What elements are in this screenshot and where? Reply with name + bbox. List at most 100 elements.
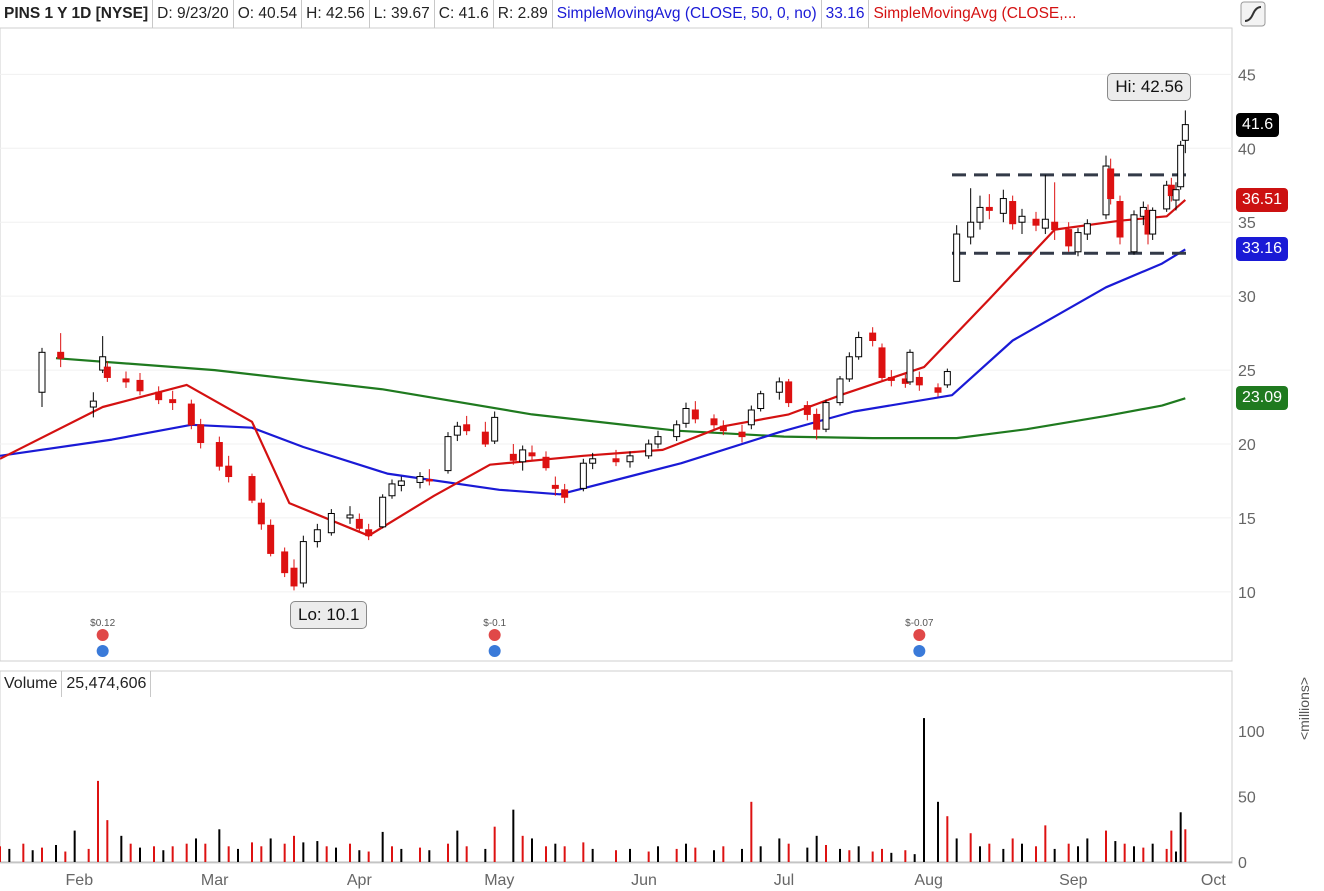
volume-bar — [349, 843, 351, 862]
candle-body — [589, 458, 597, 464]
candle — [99, 336, 107, 374]
earnings-events[interactable]: $0.12 $-0.1 $-0.07 — [90, 618, 934, 657]
candle — [89, 392, 97, 418]
candle-body — [346, 514, 354, 519]
candle-body — [1177, 144, 1185, 188]
candle-body — [775, 381, 783, 393]
candle-body — [561, 489, 569, 498]
volume-bar — [531, 838, 533, 862]
volume-bar — [741, 848, 743, 862]
candle — [425, 469, 433, 486]
volume-bar — [456, 830, 459, 862]
date-label: D: 9/23/20 — [157, 5, 229, 22]
candle — [887, 370, 895, 387]
candle — [626, 451, 634, 468]
candle — [248, 473, 256, 504]
candle-body — [299, 541, 307, 584]
candle — [225, 455, 233, 483]
candle — [281, 547, 289, 578]
candle — [355, 513, 363, 533]
sma50-value: 33.16 — [825, 5, 865, 22]
candle-body — [719, 425, 727, 432]
candle — [38, 347, 46, 408]
volume-bar — [923, 718, 925, 862]
volume-bar — [64, 851, 67, 862]
candle-body — [463, 424, 471, 432]
candle-body — [248, 476, 256, 501]
volume-bar — [512, 809, 515, 862]
volume-bar — [1053, 848, 1056, 862]
candle-body — [1009, 201, 1017, 225]
candle-body — [999, 198, 1007, 214]
volume-bar — [260, 846, 263, 862]
volume-bar — [8, 848, 11, 862]
candle-body — [355, 518, 363, 529]
sma50-study-label[interactable]: SimpleMovingAvg (CLOSE, 50, 0, no) — [556, 5, 817, 22]
volume-bar — [582, 842, 585, 862]
volume-bar — [694, 847, 697, 862]
volume-bar — [106, 820, 109, 862]
candle — [290, 559, 298, 591]
candle — [1083, 219, 1091, 240]
candle-body — [976, 206, 984, 223]
candle — [579, 458, 587, 492]
volume-bar — [1105, 830, 1107, 862]
dividend-icon — [913, 645, 926, 657]
candle — [1130, 210, 1138, 255]
candle — [561, 483, 569, 504]
candle — [953, 225, 961, 282]
drawing-tool-icon[interactable] — [1238, 0, 1268, 28]
candle-body — [747, 409, 755, 426]
volume-bar — [335, 847, 337, 862]
volume-bar — [1035, 846, 1037, 862]
volume-bar — [218, 829, 221, 862]
volume-bar — [1170, 830, 1173, 862]
candle — [155, 386, 163, 405]
candle-body — [645, 443, 653, 457]
sma50-path — [0, 248, 1186, 496]
volume-bar — [120, 835, 123, 862]
candle-body — [845, 356, 853, 380]
low-callout: Lo: 10.1 — [290, 601, 368, 630]
candle — [481, 421, 489, 447]
candle — [444, 432, 452, 474]
candle-body — [803, 405, 811, 415]
candle-body — [1041, 218, 1049, 229]
volume-bar — [675, 848, 678, 862]
candle-body — [1074, 232, 1082, 253]
earnings-icon — [488, 629, 501, 641]
volume-bar — [1184, 829, 1187, 862]
candle — [136, 373, 144, 396]
last-price-badge: 41.6 — [1236, 112, 1280, 137]
candle-body — [813, 413, 821, 430]
date-tick-label: Aug — [914, 872, 942, 889]
candle — [1181, 110, 1189, 154]
candle-body — [855, 337, 863, 358]
candle-body — [1172, 189, 1180, 201]
candle-body — [1116, 201, 1124, 238]
volume-bar — [325, 846, 328, 862]
volume-bar — [1086, 838, 1089, 862]
candle — [906, 349, 914, 385]
date-tick-label: Mar — [201, 872, 229, 889]
candle-body — [509, 453, 517, 461]
earnings-label: $0.12 — [90, 618, 115, 629]
sma200-badge: 23.09 — [1236, 386, 1289, 411]
candle — [878, 343, 886, 382]
dividend-icon — [96, 645, 109, 657]
candle-body — [1163, 184, 1171, 210]
volume-bar — [563, 846, 566, 862]
sma20-study-label[interactable]: SimpleMovingAvg (CLOSE,... — [873, 5, 1077, 22]
volume-bar — [419, 847, 421, 862]
candle-body — [1083, 223, 1091, 235]
low-label: L: 39.67 — [373, 5, 430, 22]
candle — [122, 371, 130, 388]
candle-body — [528, 452, 536, 457]
candle — [388, 479, 396, 499]
candle — [869, 327, 877, 347]
symbol-label[interactable]: PINS 1 Y 1D [NYSE] — [4, 5, 149, 22]
candle — [103, 361, 111, 382]
candle — [1041, 174, 1049, 235]
volume-tick-label: 50 — [1238, 790, 1256, 807]
candle — [612, 449, 620, 467]
